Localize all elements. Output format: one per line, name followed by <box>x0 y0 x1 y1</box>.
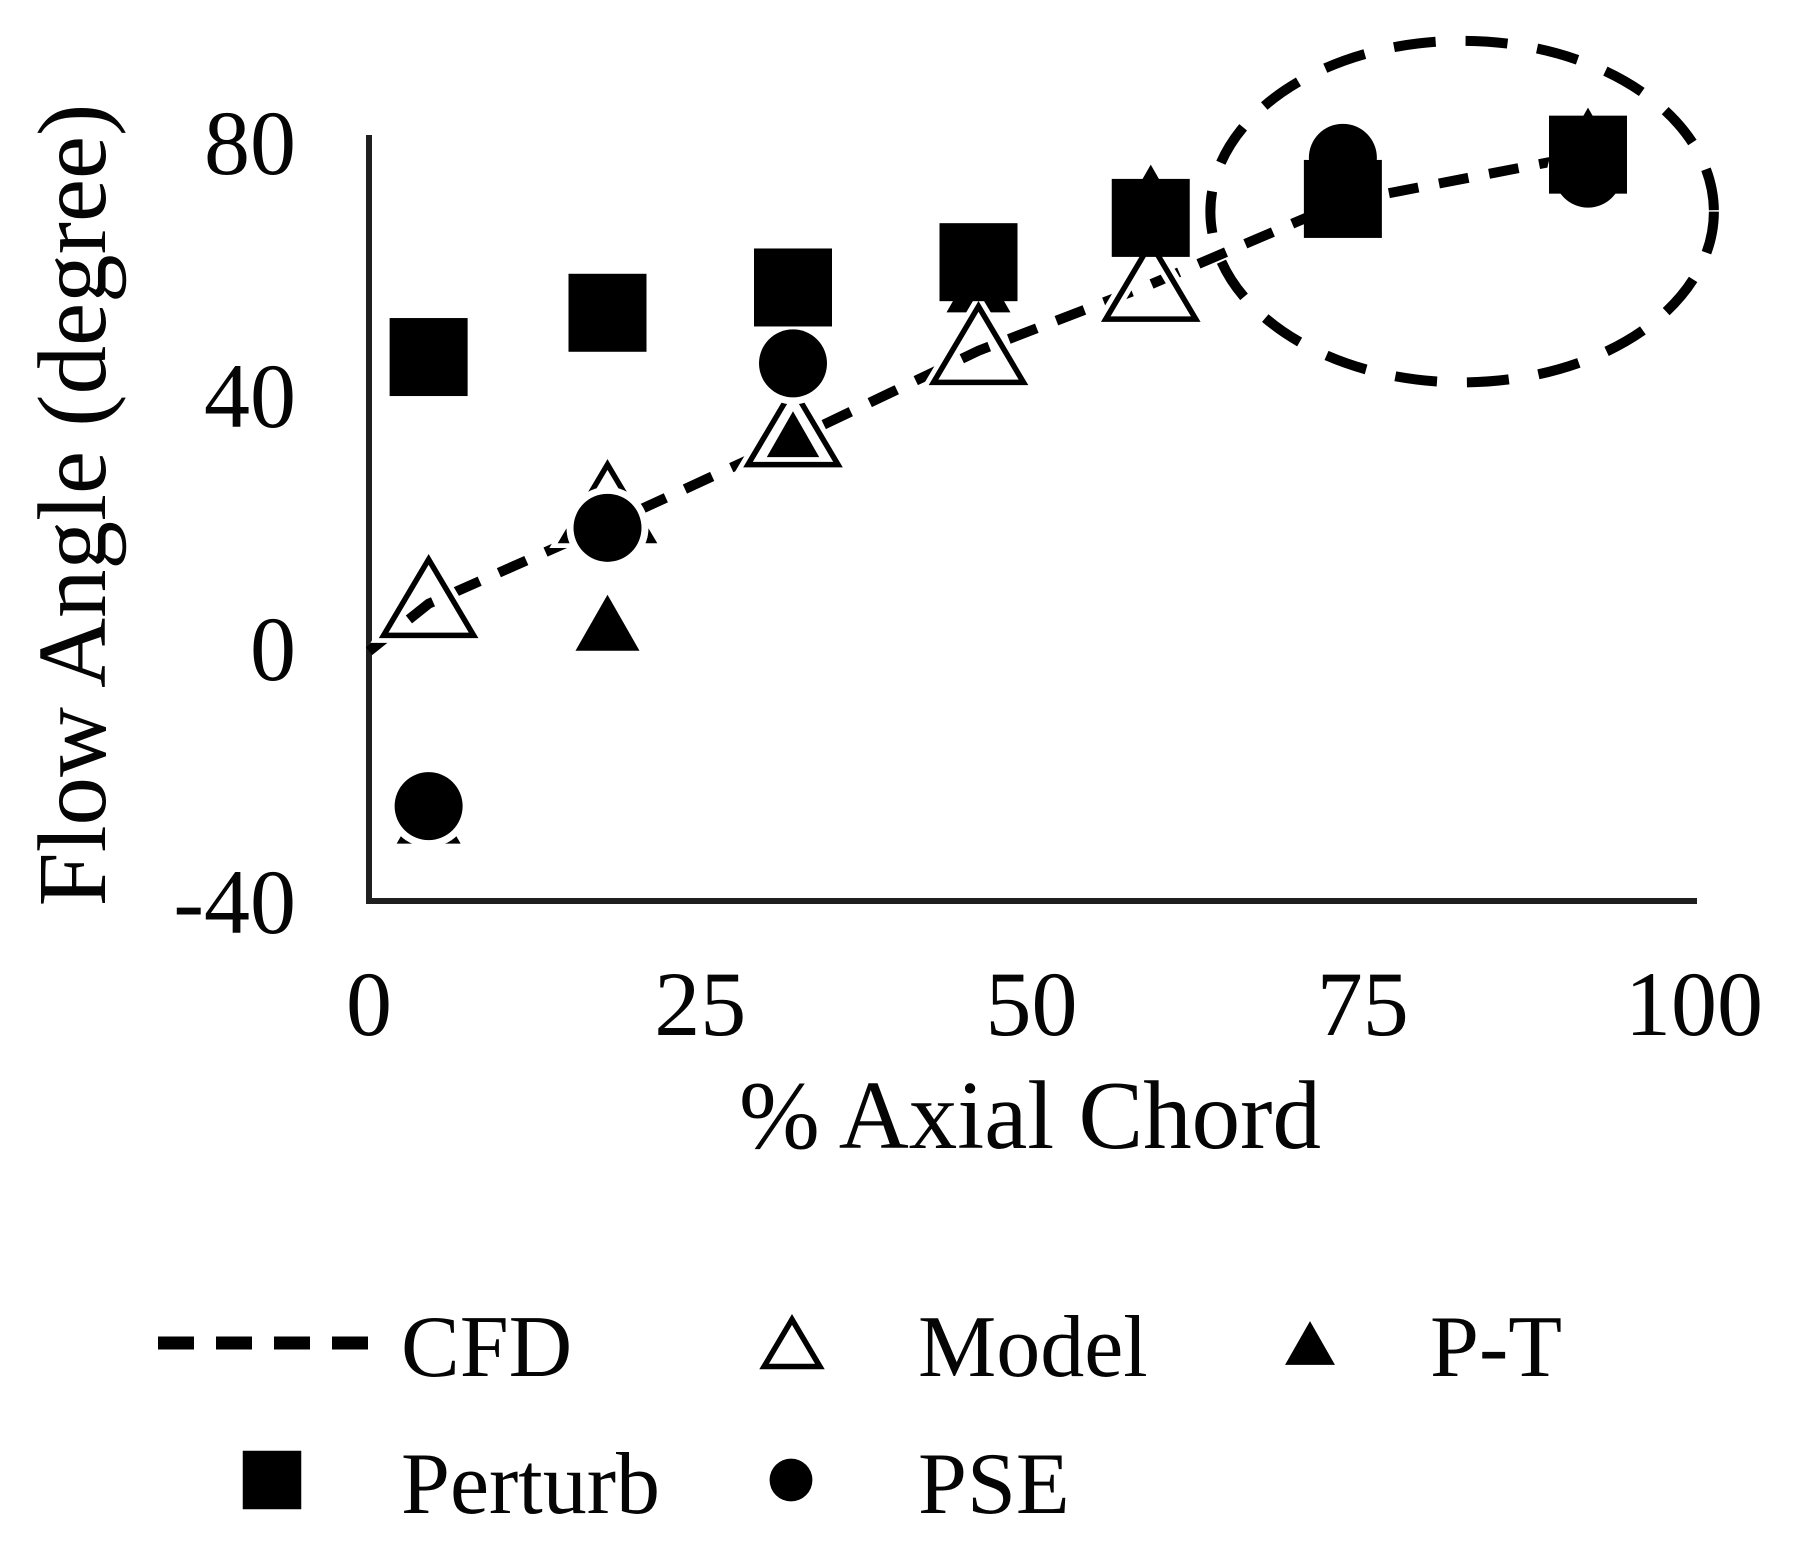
square-marker <box>568 273 647 352</box>
square-marker <box>242 1450 302 1510</box>
axis-labels: % Axial Chord Flow Angle (degree) <box>19 104 1321 1169</box>
y-tick-label--40: -40 <box>173 851 296 953</box>
axis-lines <box>366 135 1697 904</box>
open-triangle-marker <box>928 301 1029 386</box>
square-marker <box>754 248 832 327</box>
x-axis-title: % Axial Chord <box>739 1062 1321 1169</box>
x-tick-label-75: 75 <box>1317 953 1409 1055</box>
legend: CFD Model P-T Perturb PSE <box>158 1299 1562 1533</box>
legend-label-p-t: P-T <box>1430 1299 1562 1396</box>
legend-item-cfd: CFD <box>158 1299 572 1396</box>
axes <box>366 135 1697 904</box>
legend-label-cfd: CFD <box>401 1299 572 1396</box>
open-triangle-marker <box>378 554 479 639</box>
y-tick-label-0: 0 <box>250 598 296 700</box>
series-p-t <box>396 107 1620 844</box>
annotation-ellipse <box>1205 35 1719 388</box>
legend-item-p-t: P-T <box>1285 1299 1562 1396</box>
y-tick-label-80: 80 <box>204 92 296 194</box>
open-triangle-marker-halo <box>920 291 1037 390</box>
legend-item-pse: PSE <box>769 1436 1070 1533</box>
axis-ticks: 80 40 0 -40 0 25 50 75 100 <box>173 92 1763 1055</box>
filled-triangle-marker <box>761 411 825 468</box>
open-triangle-marker <box>759 1314 825 1370</box>
square-marker <box>939 223 1018 302</box>
square-marker <box>1111 178 1190 257</box>
y-axis-title: Flow Angle (degree) <box>19 104 126 907</box>
circle-marker <box>573 493 642 562</box>
square-marker <box>389 318 468 397</box>
circle-marker <box>759 329 827 398</box>
legend-item-perturb: Perturb <box>242 1436 660 1533</box>
filled-triangle-marker <box>1285 1321 1335 1365</box>
x-tick-label-0: 0 <box>346 953 392 1055</box>
circle-marker <box>769 1458 813 1502</box>
filled-triangle-marker <box>575 594 640 651</box>
legend-label-model: Model <box>918 1299 1148 1396</box>
square-marker <box>1549 115 1627 194</box>
x-tick-label-50: 50 <box>986 953 1078 1055</box>
circle-marker <box>394 772 463 841</box>
legend-label-perturb: Perturb <box>401 1436 660 1533</box>
x-tick-label-100: 100 <box>1625 953 1763 1055</box>
data-series <box>365 107 1629 848</box>
legend-item-model: Model <box>759 1299 1148 1396</box>
square-marker <box>1303 159 1382 238</box>
highlight-ellipse <box>1205 35 1719 388</box>
y-tick-label-40: 40 <box>204 345 296 447</box>
open-triangle-marker <box>1100 237 1201 322</box>
series-perturb <box>389 115 1627 397</box>
legend-label-pse: PSE <box>918 1436 1070 1533</box>
open-triangle-marker-halo <box>370 544 487 643</box>
x-tick-label-25: 25 <box>654 953 746 1055</box>
open-triangle-marker <box>743 383 843 468</box>
